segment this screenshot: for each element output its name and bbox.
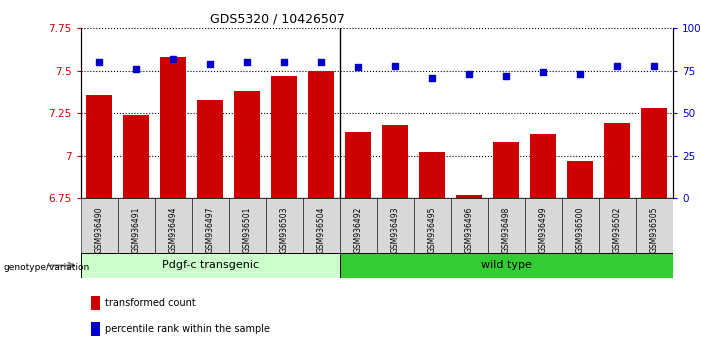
Point (168, 56, 179, 62)
Bar (382, 125, 408, 198)
Bar (377, 198, 414, 253)
Text: Pdgf-c transgenic: Pdgf-c transgenic (162, 261, 259, 270)
Point (130, 66, 142, 72)
Bar (234, 91, 260, 198)
Point (390, 63, 401, 69)
Text: GSM936501: GSM936501 (243, 206, 252, 253)
Bar (86, 95, 112, 198)
Bar (531, 134, 557, 198)
Bar (414, 198, 451, 253)
Point (427, 75, 438, 80)
Text: GSM936504: GSM936504 (317, 206, 326, 253)
Bar (340, 253, 673, 278)
Bar (81, 253, 340, 278)
Point (278, 59, 290, 65)
Text: GSM936505: GSM936505 (650, 206, 659, 253)
Text: GSM936497: GSM936497 (205, 206, 215, 253)
Bar (271, 76, 297, 198)
Text: percentile rank within the sample: percentile rank within the sample (105, 324, 270, 334)
Text: GSM936503: GSM936503 (280, 206, 289, 253)
Point (501, 73, 512, 79)
Bar (494, 142, 519, 198)
Bar (641, 108, 667, 198)
Bar (419, 152, 445, 198)
Bar (604, 124, 630, 198)
Point (575, 72, 586, 77)
Bar (229, 198, 266, 253)
Bar (81, 198, 118, 253)
Bar (123, 115, 149, 198)
Bar (155, 198, 191, 253)
Text: GSM936495: GSM936495 (428, 206, 437, 253)
Point (93, 59, 104, 65)
Bar (451, 198, 488, 253)
Bar (636, 198, 673, 253)
Text: GSM936496: GSM936496 (465, 206, 474, 253)
Bar (118, 198, 155, 253)
Text: GSM936499: GSM936499 (539, 206, 548, 253)
Point (315, 59, 327, 65)
Text: genotype/variation: genotype/variation (4, 263, 90, 272)
Text: GSM936492: GSM936492 (354, 206, 363, 253)
Text: GDS5320 / 10426507: GDS5320 / 10426507 (210, 12, 345, 25)
Point (353, 64, 364, 70)
Point (612, 63, 623, 69)
Text: GSM936493: GSM936493 (390, 206, 400, 253)
Bar (197, 100, 223, 198)
Text: GSM936498: GSM936498 (502, 206, 511, 253)
Text: GSM936491: GSM936491 (132, 206, 141, 253)
Bar (488, 198, 525, 253)
Point (464, 72, 475, 77)
Bar (308, 71, 334, 198)
Bar (191, 198, 229, 253)
Bar (266, 198, 303, 253)
Bar (346, 132, 372, 198)
Text: transformed count: transformed count (105, 298, 196, 308)
Bar (599, 198, 636, 253)
Bar (525, 198, 562, 253)
Bar (562, 198, 599, 253)
Point (649, 63, 660, 69)
Text: GSM936500: GSM936500 (576, 206, 585, 253)
Bar (340, 198, 377, 253)
Text: GSM936490: GSM936490 (95, 206, 104, 253)
Point (205, 61, 216, 67)
Text: wild type: wild type (481, 261, 532, 270)
Bar (303, 198, 340, 253)
Point (538, 70, 549, 75)
Bar (161, 57, 186, 198)
Text: GSM936502: GSM936502 (613, 206, 622, 253)
Point (242, 59, 253, 65)
Bar (567, 161, 593, 198)
Bar (456, 195, 482, 198)
Text: GSM936494: GSM936494 (169, 206, 177, 253)
